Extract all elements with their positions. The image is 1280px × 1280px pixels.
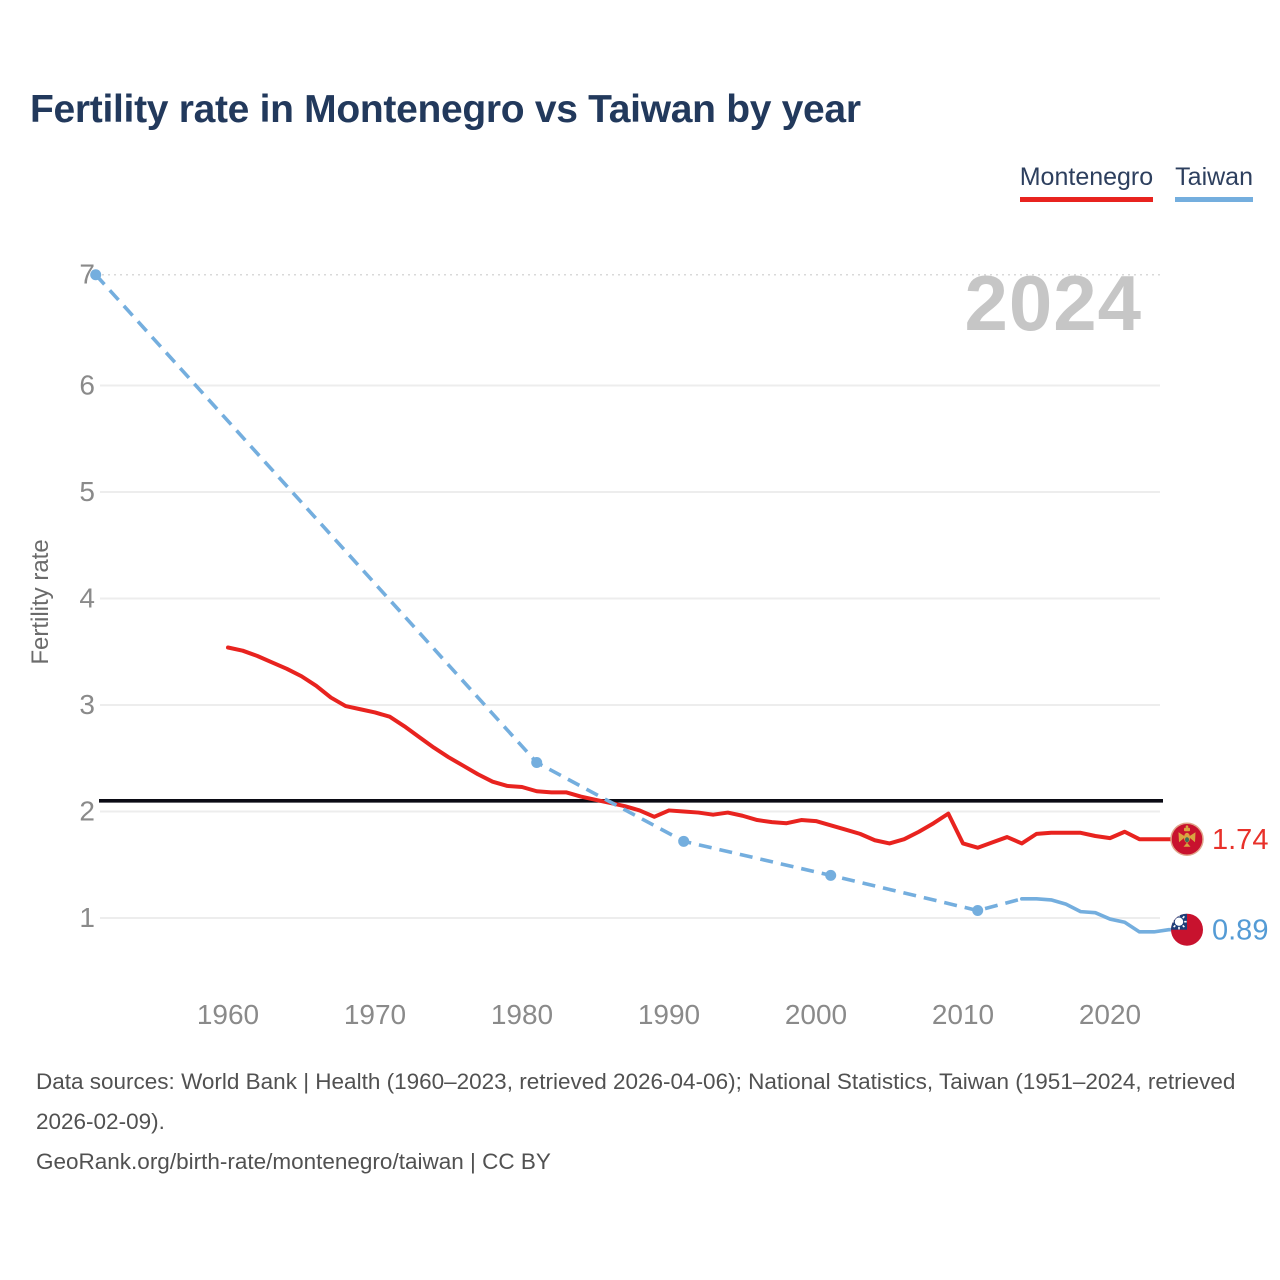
montenegro-flag-tail	[1183, 842, 1191, 847]
taiwan-marker-1951	[90, 269, 102, 281]
x-tick-label-1980: 1980	[491, 999, 553, 1030]
taiwan-marker-2011	[972, 905, 984, 917]
legend: Montenegro Taiwan	[1019, 163, 1253, 202]
montenegro-flag-crown	[1184, 827, 1190, 832]
taiwan-marker-2001	[825, 869, 837, 881]
montenegro-line	[226, 645, 1175, 850]
y-tick-label-5: 5	[79, 476, 95, 507]
x-tick-label-1960: 1960	[197, 999, 259, 1030]
x-tick-label-1990: 1990	[638, 999, 700, 1030]
y-tick-label-6: 6	[79, 370, 95, 401]
taiwan-line-dashed	[94, 273, 1023, 913]
montenegro-flag-wing-left	[1178, 832, 1186, 843]
taiwan-flag-sun-ray	[1173, 915, 1176, 919]
y-tick-label-4: 4	[79, 583, 95, 614]
taiwan-line-solid	[1019, 897, 1175, 934]
x-tick-label-2000: 2000	[785, 999, 847, 1030]
attribution-link: GeoRank.org/birth-rate/montenegro/taiwan…	[36, 1149, 551, 1174]
page-title: Fertility rate in Montenegro vs Taiwan b…	[30, 88, 861, 131]
taiwan-flag-sun-ray	[1173, 924, 1176, 928]
legend-item-taiwan[interactable]: Taiwan	[1175, 163, 1253, 202]
y-tick-label-3: 3	[79, 689, 95, 720]
montenegro-value-label: 1.74	[1212, 824, 1268, 856]
taiwan-flag-sun-ray	[1182, 924, 1185, 928]
legend-label-taiwan: Taiwan	[1175, 163, 1253, 191]
taiwan-flag-sun-ray	[1182, 915, 1185, 919]
taiwan-marker-1981	[531, 757, 543, 769]
data-sources-text: Data sources: World Bank | Health (1960–…	[36, 1069, 1236, 1134]
montenegro-flag-crown-orb	[1185, 825, 1189, 828]
x-tick-label-2010: 2010	[932, 999, 994, 1030]
taiwan-flag-sun	[1174, 917, 1184, 926]
y-tick-label-1: 1	[79, 902, 95, 933]
x-tick-label-2020: 2020	[1079, 999, 1141, 1030]
y-tick-label-7: 7	[79, 259, 95, 290]
y-tick-label-2: 2	[79, 796, 95, 827]
taiwan-value-label: 0.89	[1212, 915, 1268, 947]
taiwan-marker-1991	[678, 835, 690, 847]
footer: Data sources: World Bank | Health (1960–…	[36, 1062, 1254, 1182]
montenegro-flag-shield	[1185, 837, 1189, 843]
x-tick-label-1970: 1970	[344, 999, 406, 1030]
legend-item-montenegro[interactable]: Montenegro	[1019, 163, 1154, 202]
y-axis-label: Fertility rate	[27, 539, 54, 664]
watermark-year: 2024	[964, 259, 1142, 347]
legend-label-montenegro: Montenegro	[1019, 163, 1154, 191]
montenegro-flag-wing-right	[1188, 832, 1196, 843]
